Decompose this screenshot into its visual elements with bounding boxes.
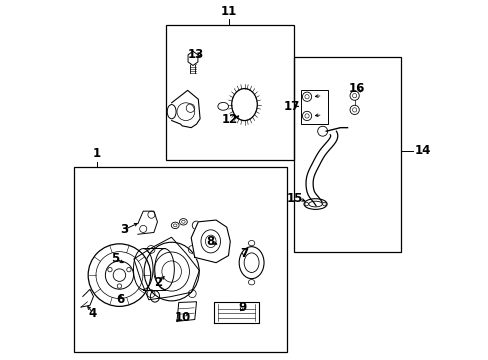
Polygon shape — [214, 302, 258, 323]
Text: 10: 10 — [175, 311, 191, 324]
Text: 14: 14 — [413, 144, 430, 157]
Text: 3: 3 — [120, 224, 128, 237]
Bar — [74, 167, 286, 351]
Text: 4: 4 — [89, 307, 97, 320]
Text: 2: 2 — [154, 276, 162, 289]
Text: 11: 11 — [220, 5, 236, 18]
Text: 13: 13 — [187, 48, 203, 61]
Text: 5: 5 — [111, 252, 119, 265]
Text: 6: 6 — [116, 293, 124, 306]
Text: 7: 7 — [240, 247, 247, 260]
Polygon shape — [188, 51, 198, 66]
Bar — [301, 90, 327, 124]
Text: 15: 15 — [286, 192, 303, 205]
Text: 9: 9 — [238, 301, 246, 314]
Text: 12: 12 — [222, 113, 238, 126]
Text: 1: 1 — [93, 147, 101, 160]
Polygon shape — [171, 90, 200, 128]
Text: 17: 17 — [283, 100, 299, 113]
Text: 8: 8 — [205, 235, 214, 248]
Text: 16: 16 — [348, 82, 365, 95]
Polygon shape — [138, 211, 157, 234]
Polygon shape — [191, 220, 230, 263]
Bar — [166, 24, 294, 159]
Polygon shape — [177, 302, 196, 321]
Bar — [294, 57, 400, 252]
